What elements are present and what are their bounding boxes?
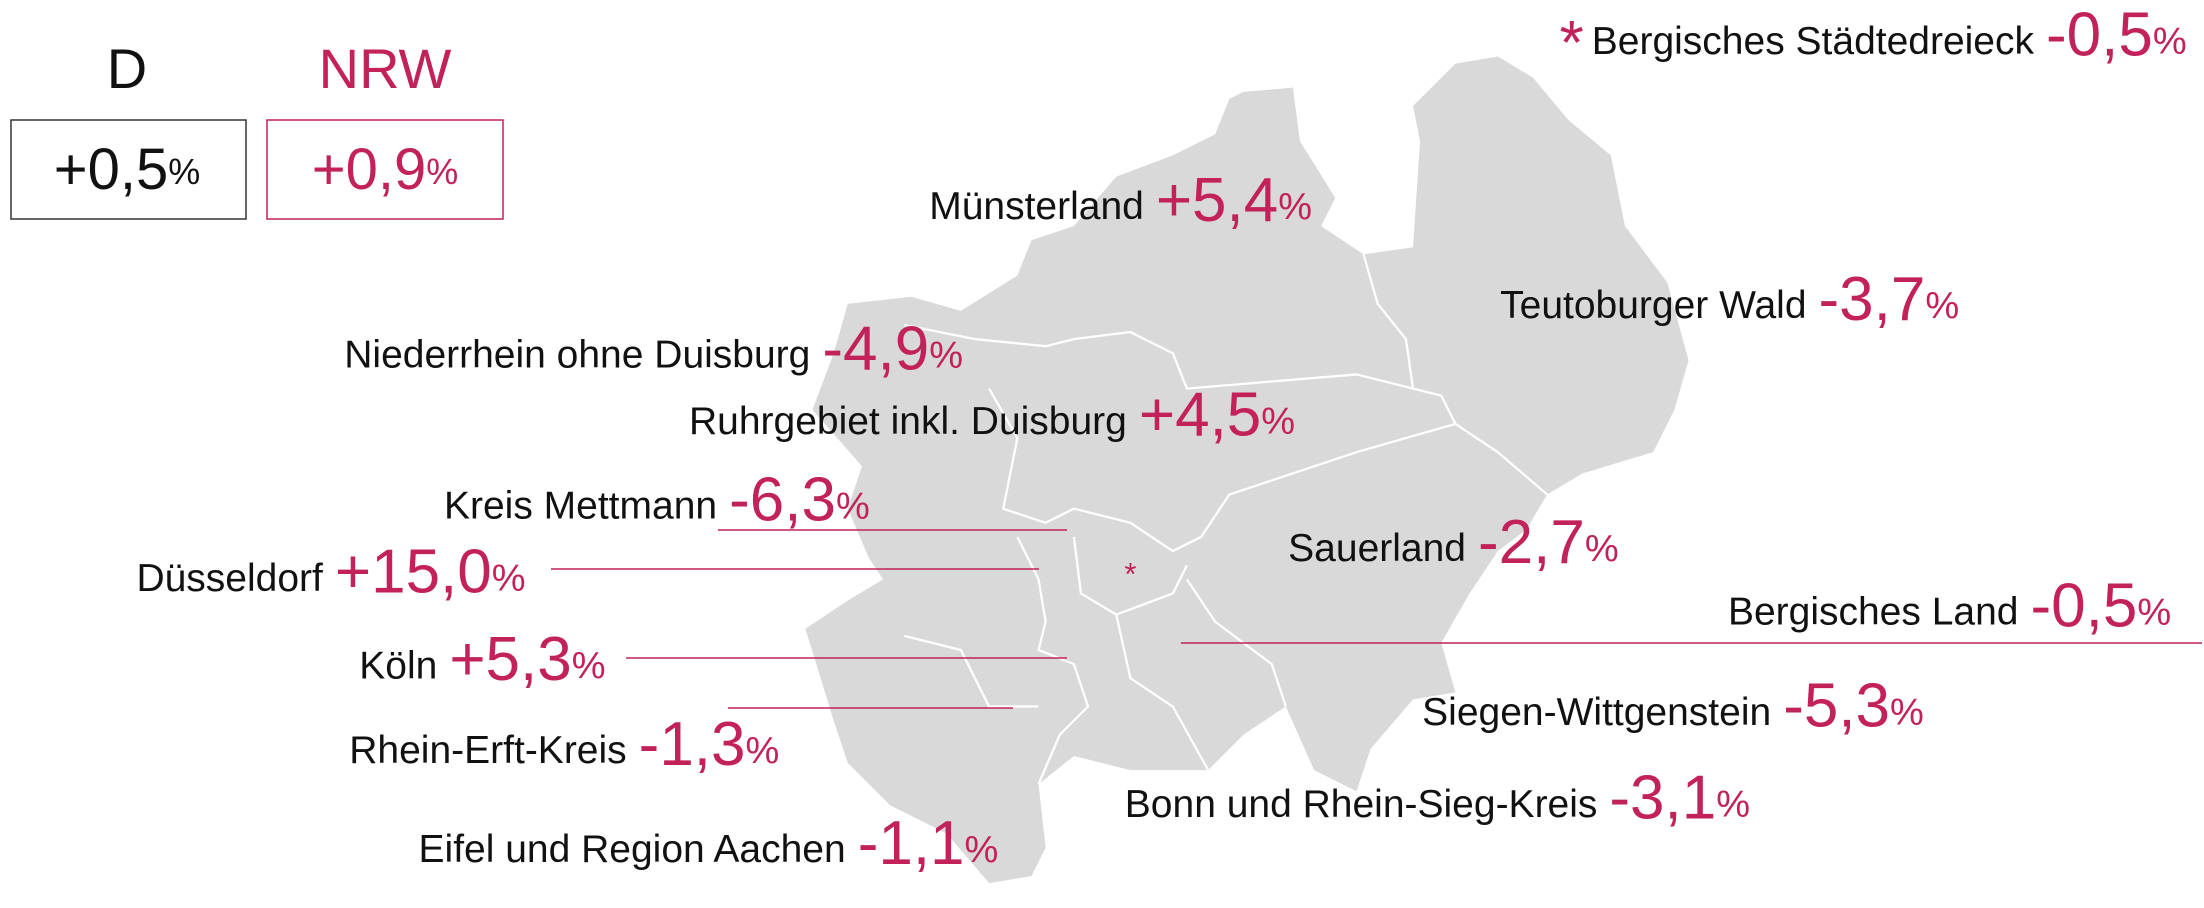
nrw-value: +0,9% xyxy=(312,137,459,202)
region-border xyxy=(1115,614,1210,771)
region-name: Bergisches Land xyxy=(1728,591,2019,634)
footnote-marker: * xyxy=(1124,557,1136,592)
region-border xyxy=(988,388,1456,553)
value: -4,9 xyxy=(822,315,929,384)
unit: % xyxy=(929,334,963,376)
value: +5,3 xyxy=(449,625,571,694)
region-value: -4,9% xyxy=(822,315,963,384)
region-border xyxy=(904,323,1414,390)
region-name: Düsseldorf xyxy=(136,557,323,600)
value: -0,5 xyxy=(2046,1,2153,70)
unit: % xyxy=(965,829,999,871)
unit: % xyxy=(746,730,780,772)
region-name: Bergisches Städtedreieck xyxy=(1592,20,2035,63)
value: -3,7 xyxy=(1819,265,1926,334)
value: +15,0 xyxy=(335,538,492,607)
value: +5,4 xyxy=(1156,166,1278,235)
region-name: Ruhrgebiet inkl. Duisburg xyxy=(689,400,1127,443)
region-name: Eifel und Region Aachen xyxy=(419,828,846,871)
region-value: -0,5% xyxy=(2030,572,2171,641)
region-name: Köln xyxy=(359,644,437,687)
region-value: -5,3% xyxy=(1783,672,1924,741)
germany-label: D xyxy=(107,37,147,100)
value: -6,3 xyxy=(729,466,836,535)
region-value: +5,3% xyxy=(449,625,605,694)
region-border xyxy=(1016,536,1090,785)
region-border xyxy=(1362,254,1548,496)
region-label: Teutoburger Wald -3,7% xyxy=(1500,265,1959,334)
region-name: Kreis Mettmann xyxy=(444,485,717,528)
unit: % xyxy=(168,151,200,192)
region-label: Münsterland +5,4% xyxy=(929,166,1312,235)
region-label: Kreis Mettmann -6,3% xyxy=(444,466,870,535)
germany-box xyxy=(10,119,247,220)
region-label: Rhein-Erft-Kreis -1,3% xyxy=(349,710,779,779)
value: +0,5 xyxy=(54,137,169,202)
region-border xyxy=(1072,536,1188,616)
region-label: Köln +5,3% xyxy=(359,625,605,694)
region-label: Eifel und Region Aachen -1,1% xyxy=(419,809,999,878)
region-border xyxy=(904,634,1039,708)
value: +0,9 xyxy=(312,137,427,202)
region-value: -0,5% xyxy=(2046,1,2187,70)
region-name: Rhein-Erft-Kreis xyxy=(349,729,626,772)
value: -2,7 xyxy=(1478,508,1585,577)
unit: % xyxy=(2153,21,2187,63)
region-name: Münsterland xyxy=(929,185,1144,228)
region-value: -6,3% xyxy=(729,466,870,535)
nrw-label: NRW xyxy=(319,37,452,100)
value: -3,1 xyxy=(1609,764,1716,833)
region-value: -1,1% xyxy=(858,809,999,878)
value: -5,3 xyxy=(1783,672,1890,741)
region-name: Bonn und Rhein-Sieg-Kreis xyxy=(1125,783,1598,826)
region-name: Sauerland xyxy=(1288,527,1466,570)
unit: % xyxy=(1278,186,1312,228)
region-name: Niederrhein ohne Duisburg xyxy=(344,334,810,377)
region-label: Bonn und Rhein-Sieg-Kreis -3,1% xyxy=(1125,764,1750,833)
unit: % xyxy=(1925,285,1959,327)
germany-value: +0,5% xyxy=(54,137,201,202)
unit: % xyxy=(1890,692,1924,734)
unit: % xyxy=(1716,784,1750,826)
unit: % xyxy=(426,151,458,192)
region-label: Düsseldorf +15,0% xyxy=(136,538,525,607)
region-value: +5,4% xyxy=(1156,166,1312,235)
map-shape xyxy=(805,56,1689,884)
region-label: Siegen-Wittgenstein -5,3% xyxy=(1422,672,1924,741)
value: +4,5 xyxy=(1139,381,1261,450)
region-value: -3,7% xyxy=(1819,265,1960,334)
lead-lines xyxy=(551,529,2202,709)
region-label: Ruhrgebiet inkl. Duisburg +4,5% xyxy=(689,381,1295,450)
region-value: -3,1% xyxy=(1609,764,1750,833)
region-name: Teutoburger Wald xyxy=(1500,284,1806,327)
unit: % xyxy=(1585,528,1619,570)
value: -0,5 xyxy=(2030,572,2137,641)
region-value: -1,3% xyxy=(639,710,780,779)
region-value: +15,0% xyxy=(335,538,526,607)
region-label: Bergisches Städtedreieck* -0,5% xyxy=(1560,1,2187,78)
footnote-marker: * xyxy=(1560,9,1584,78)
region-label: Niederrhein ohne Duisburg -4,9% xyxy=(344,315,963,384)
value: -1,1 xyxy=(858,809,965,878)
region-value: -2,7% xyxy=(1478,508,1619,577)
region-label: Sauerland -2,7% xyxy=(1288,508,1618,577)
unit: % xyxy=(572,645,606,687)
value: -1,3 xyxy=(639,710,746,779)
nrw-box xyxy=(266,119,504,220)
region-label: Bergisches Land -0,5% xyxy=(1728,572,2171,641)
unit: % xyxy=(492,558,526,600)
region-value: +4,5% xyxy=(1139,381,1295,450)
unit: % xyxy=(2137,591,2171,633)
region-name: Siegen-Wittgenstein xyxy=(1422,691,1771,734)
unit: % xyxy=(836,485,870,527)
unit: % xyxy=(1261,401,1295,443)
nrw-map: * xyxy=(805,56,1689,884)
